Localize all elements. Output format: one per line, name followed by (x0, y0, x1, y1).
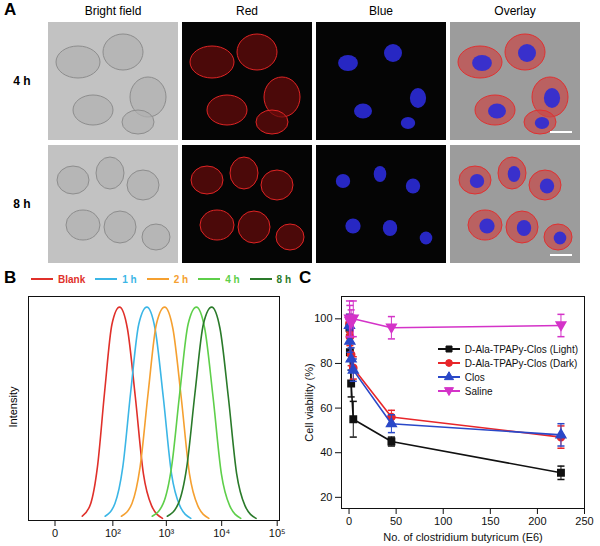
svg-text:20: 20 (320, 491, 332, 503)
html-text:Intensity: Intensity (7, 386, 19, 428)
html-text:2 h: 2 h (173, 273, 189, 285)
svg-text:80: 80 (320, 357, 332, 369)
svg-text:No. of clostridium butyricum (: No. of clostridium butyricum (E6) (383, 531, 543, 543)
html-text:B: B (4, 268, 17, 287)
svg-text:100: 100 (314, 312, 332, 324)
svg-text:10³: 10³ (158, 527, 174, 539)
svg-text:0: 0 (346, 515, 352, 527)
svg-text:10⁴: 10⁴ (213, 527, 230, 539)
svg-text:8 h: 8 h (13, 197, 30, 211)
svg-text:Overlay: Overlay (494, 4, 535, 18)
html-text:D-Ala-TPAPy-Clos (Light): D-Ala-TPAPy-Clos (Light) (464, 343, 578, 355)
html-text:Clos: Clos (464, 371, 485, 383)
html-text:D-Ala-TPAPy-Clos (Dark): D-Ala-TPAPy-Clos (Dark) (464, 357, 578, 369)
html-text:A: A (4, 0, 17, 19)
svg-text:4 h: 4 h (13, 74, 30, 88)
svg-text:40: 40 (320, 446, 332, 458)
svg-text:200: 200 (528, 515, 546, 527)
svg-text:150: 150 (481, 515, 499, 527)
html-text:Blank: Blank (58, 273, 86, 285)
svg-text:50: 50 (390, 515, 402, 527)
svg-text:0: 0 (52, 527, 58, 539)
svg-text:Red: Red (236, 4, 258, 18)
html-text:1 h: 1 h (122, 273, 137, 285)
html-text:Saline: Saline (464, 385, 493, 397)
html-text:C: C (299, 268, 312, 287)
html-text:8 h: 8 h (276, 273, 291, 285)
svg-text:60: 60 (320, 402, 332, 414)
html-text:4 h: 4 h (225, 273, 240, 285)
svg-text:100: 100 (434, 515, 452, 527)
svg-text:Bright field: Bright field (85, 4, 142, 18)
svg-text:Cell viability (%): Cell viability (%) (303, 363, 315, 441)
svg-text:10⁵: 10⁵ (269, 527, 286, 539)
svg-text:250: 250 (575, 515, 593, 527)
svg-text:10²: 10² (105, 527, 121, 539)
svg-text:Blue: Blue (369, 4, 393, 18)
